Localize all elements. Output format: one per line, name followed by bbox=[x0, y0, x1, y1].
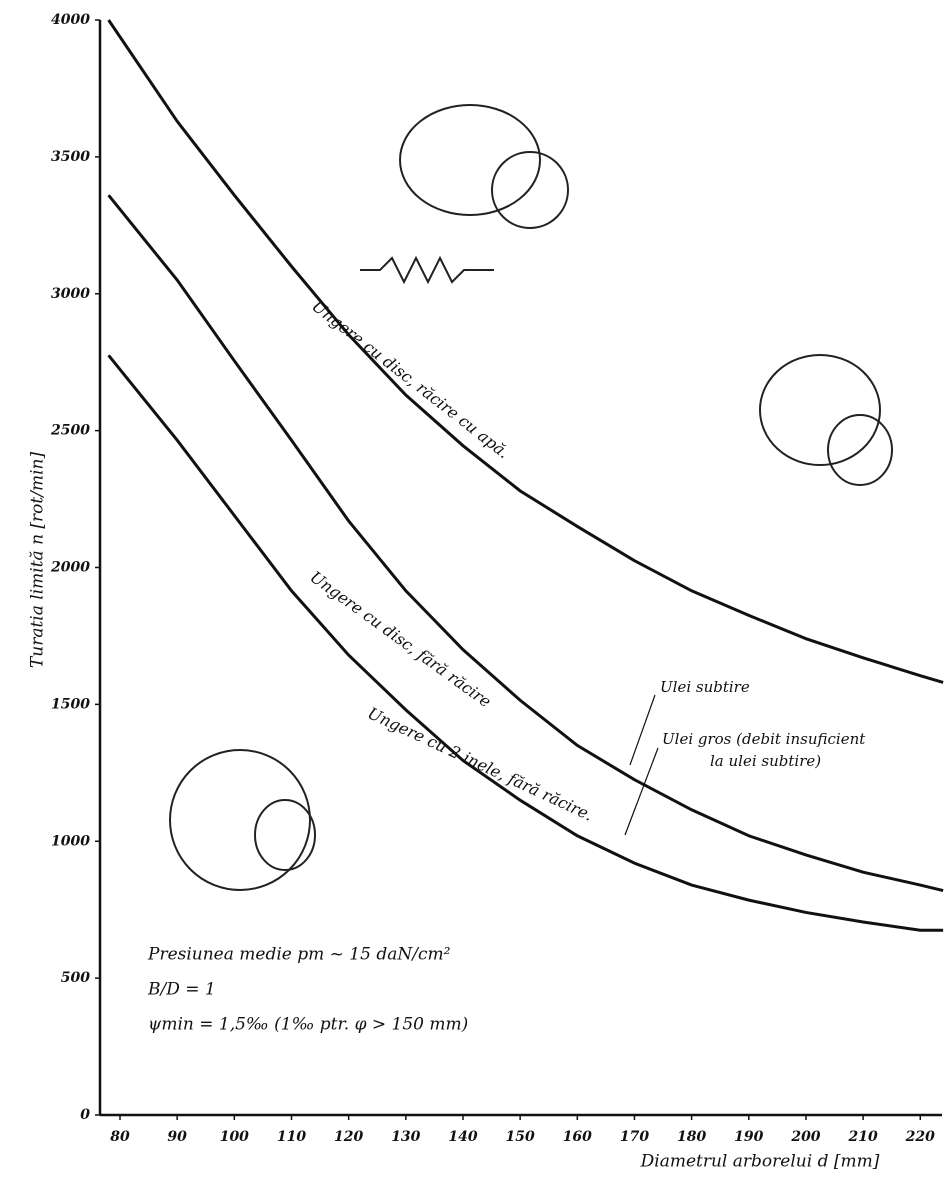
note: ψmin = 1,5‰ (1‰ ptr. φ > 150 mm) bbox=[148, 1015, 468, 1035]
x-tick-label: 200 bbox=[790, 1129, 820, 1145]
pointer bbox=[625, 748, 658, 835]
series-label: Ungere cu disc, răcire cu apă. bbox=[308, 296, 513, 462]
line-series bbox=[109, 20, 944, 682]
chart: Turatia limită n [rot/min] Diametrul arb… bbox=[0, 0, 946, 1176]
x-tick-label: 220 bbox=[905, 1129, 935, 1145]
page: {"chart_data": { "type": "line", "x_labe… bbox=[0, 0, 946, 1176]
y-tick-label: 4000 bbox=[51, 12, 90, 28]
x-tick-label: 160 bbox=[563, 1129, 592, 1145]
x-axis-title: Diametrul arborelui d [mm] bbox=[640, 1152, 880, 1172]
y-axis-title: Turatia limită n [rot/min] bbox=[28, 452, 48, 669]
y-tick-label: 3000 bbox=[51, 286, 90, 302]
series-label: Ungere cu 2 inele, fără răcire. bbox=[365, 703, 596, 824]
y-tick-label: 500 bbox=[61, 970, 90, 986]
y-tick-label: 1500 bbox=[51, 696, 90, 712]
y-tick-label: 2000 bbox=[50, 560, 90, 576]
annotation: la ulei subtire) bbox=[710, 752, 821, 770]
note: Presiunea medie pm ~ 15 daN/cm² bbox=[147, 945, 451, 965]
x-tick-label: 150 bbox=[506, 1129, 535, 1145]
x-tick-label: 100 bbox=[220, 1129, 249, 1145]
x-tick-label: 110 bbox=[277, 1129, 306, 1145]
note: B/D = 1 bbox=[147, 980, 216, 1000]
x-tick-label: 90 bbox=[167, 1129, 187, 1145]
x-tick-label: 190 bbox=[734, 1129, 763, 1145]
y-tick-label: 2500 bbox=[50, 423, 90, 439]
annotation: Ulei subtire bbox=[660, 678, 750, 696]
x-tick-label: 180 bbox=[677, 1129, 706, 1145]
x-tick-label: 140 bbox=[448, 1129, 477, 1145]
annotation: Ulei gros (debit insuficient bbox=[662, 730, 866, 748]
pointer bbox=[630, 695, 655, 765]
x-tick-label: 130 bbox=[391, 1129, 420, 1145]
x-tick-label: 120 bbox=[334, 1129, 363, 1145]
x-tick-label: 170 bbox=[620, 1129, 649, 1145]
x-tick-label: 210 bbox=[847, 1129, 877, 1145]
y-tick-label: 0 bbox=[80, 1107, 90, 1123]
y-tick-label: 3500 bbox=[51, 149, 90, 165]
x-tick-label: 80 bbox=[110, 1129, 130, 1145]
y-tick-label: 1000 bbox=[51, 833, 90, 849]
